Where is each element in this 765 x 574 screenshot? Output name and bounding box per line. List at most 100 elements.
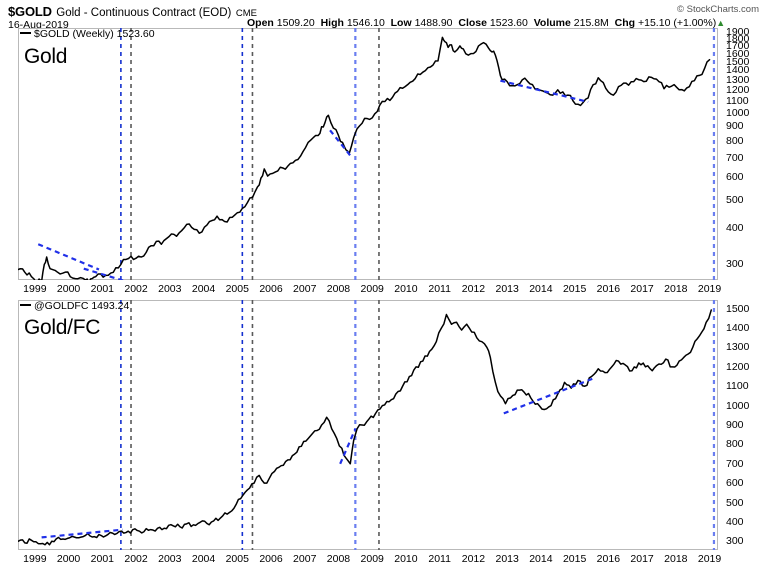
x-tick-label-2019: 2019: [697, 283, 722, 295]
y-tick-label: 1200: [726, 360, 750, 373]
y-tick-label: 1600: [726, 47, 750, 60]
y-tick-label: 900: [726, 419, 744, 431]
x-tick-label-2003: 2003: [158, 283, 182, 295]
close-label: Close: [458, 17, 487, 29]
y-tick-label: 1200: [726, 83, 750, 96]
y-tick-label: 1000: [726, 399, 750, 412]
y-tick-label: 1000: [726, 106, 750, 119]
low-value: 1488.90: [414, 17, 453, 29]
x-tick-label-2012: 2012: [461, 283, 486, 295]
goldfc-x-axis: 1999 2000 2001 2002 2003 2004 2005 2006 2007 2008…: [0, 553, 765, 567]
y-tick-label: 1500: [726, 302, 750, 315]
panel-title-gold: Gold: [24, 45, 68, 68]
y-tick-label: 1100: [726, 380, 749, 393]
y-tick-label: 500: [726, 496, 744, 509]
chg-value: +15.10 (+1.00%): [638, 17, 717, 29]
x-tick-label-2014: 2014: [529, 553, 553, 565]
x-tick-label-2017: 2017: [630, 283, 654, 295]
x-tick-label-2011: 2011: [428, 283, 451, 295]
y-tick-label: 600: [726, 477, 744, 490]
x-tick-label-2001: 2001: [90, 553, 115, 565]
exchange-label: CME: [235, 8, 257, 19]
volume-label: Volume: [533, 17, 571, 29]
goldfc-legend: @GOLDFC 1493.24: [20, 300, 129, 312]
y-tick-label: 1100: [726, 94, 749, 107]
close-value: 1523.60: [489, 17, 528, 29]
x-tick-label-2014: 2014: [529, 283, 553, 295]
open-label: Open: [247, 17, 274, 29]
y-tick-label: 900: [726, 120, 744, 133]
x-tick-label-2013: 2013: [495, 553, 519, 565]
x-tick-label-2016: 2016: [596, 283, 621, 295]
volume-value: 215.8M: [573, 17, 609, 29]
x-tick-label-2001: 2001: [90, 283, 115, 295]
x-tick-label-2018: 2018: [664, 283, 688, 295]
x-tick-label-1999: 1999: [23, 553, 47, 565]
x-tick-label-2015: 2015: [562, 553, 587, 565]
low-label: Low: [390, 17, 412, 29]
y-tick-label: 300: [726, 258, 744, 271]
y-tick-label: 400: [726, 222, 744, 235]
x-tick-label-2003: 2003: [158, 553, 182, 565]
legend-swatch-gold: [20, 32, 31, 35]
x-tick-label-2009: 2009: [360, 283, 384, 295]
y-tick-label: 800: [726, 134, 744, 147]
y-tick-label: 1800: [726, 32, 750, 45]
y-tick-label: 400: [726, 515, 744, 528]
x-tick-label-2012: 2012: [461, 553, 486, 565]
x-tick-label-2016: 2016: [596, 553, 621, 565]
x-tick-label-1999: 1999: [23, 283, 47, 295]
panel-title-goldfc: Gold/FC: [24, 316, 101, 339]
y-tick-label: 600: [726, 171, 744, 184]
x-tick-label-2005: 2005: [225, 283, 249, 295]
chg-label: Chg: [614, 17, 636, 29]
x-tick-label-2000: 2000: [56, 553, 81, 565]
x-tick-label-2008: 2008: [326, 283, 351, 295]
y-tick-label: 500: [726, 194, 744, 207]
y-tick-label: 1900: [726, 25, 750, 38]
y-tick-label: 1300: [726, 341, 750, 354]
high-label: High: [320, 17, 344, 29]
x-tick-label-2011: 2011: [428, 553, 451, 565]
x-tick-label-2002: 2002: [124, 553, 148, 565]
x-tick-label-2002: 2002: [124, 283, 148, 295]
x-tick-label-2013: 2013: [495, 283, 519, 295]
symbol-description: Gold - Continuous Contract (EOD): [56, 7, 232, 19]
y-tick-label: 700: [726, 151, 744, 164]
up-arrow-icon: ▲: [716, 18, 726, 28]
x-tick-label-2005: 2005: [225, 553, 249, 565]
x-tick-label-2018: 2018: [664, 553, 688, 565]
gold-price-plot[interactable]: [18, 28, 718, 280]
x-tick-label-2007: 2007: [293, 553, 317, 565]
x-tick-label-2010: 2010: [394, 283, 418, 295]
goldfc-price-panel[interactable]: [18, 300, 718, 550]
y-tick-label: 1300: [726, 73, 750, 86]
symbol-line: $GOLD Gold - Continuous Contract (EOD) C…: [8, 3, 257, 21]
legend-text-gold: $GOLD (Weekly) 1523.60: [34, 28, 155, 40]
legend-swatch-goldfc: [20, 304, 31, 307]
y-tick-label: 1400: [726, 322, 750, 335]
y-tick-label: 300: [726, 535, 744, 548]
x-tick-label-2006: 2006: [259, 283, 283, 295]
x-tick-label-2007: 2007: [293, 283, 317, 295]
y-tick-label: 1500: [726, 55, 750, 68]
x-tick-label-2004: 2004: [191, 553, 216, 565]
x-tick-label-2008: 2008: [326, 553, 351, 565]
x-tick-label-2019: 2019: [697, 553, 722, 565]
stockcharts-copyright: © StockCharts.com: [677, 4, 759, 15]
x-tick-label-2015: 2015: [562, 283, 587, 295]
goldfc-price-plot[interactable]: [18, 300, 718, 550]
high-value: 1546.10: [346, 17, 385, 29]
x-tick-label-2017: 2017: [630, 553, 654, 565]
legend-text-goldfc: @GOLDFC 1493.24: [34, 300, 130, 312]
x-tick-label-2006: 2006: [259, 553, 283, 565]
quote-bar: Open 1509.20 High 1546.10 Low 1488.90 Cl…: [247, 17, 725, 29]
x-tick-label-2009: 2009: [360, 553, 384, 565]
gold-price-panel[interactable]: [18, 28, 718, 280]
gold-x-axis: 1999 2000 2001 2002 2003 2004 2005 2006 2007 2008…: [0, 283, 765, 297]
y-tick-label: 1400: [726, 64, 750, 77]
x-tick-label-2010: 2010: [394, 553, 418, 565]
y-tick-label: 800: [726, 438, 744, 451]
x-tick-label-2000: 2000: [56, 283, 81, 295]
